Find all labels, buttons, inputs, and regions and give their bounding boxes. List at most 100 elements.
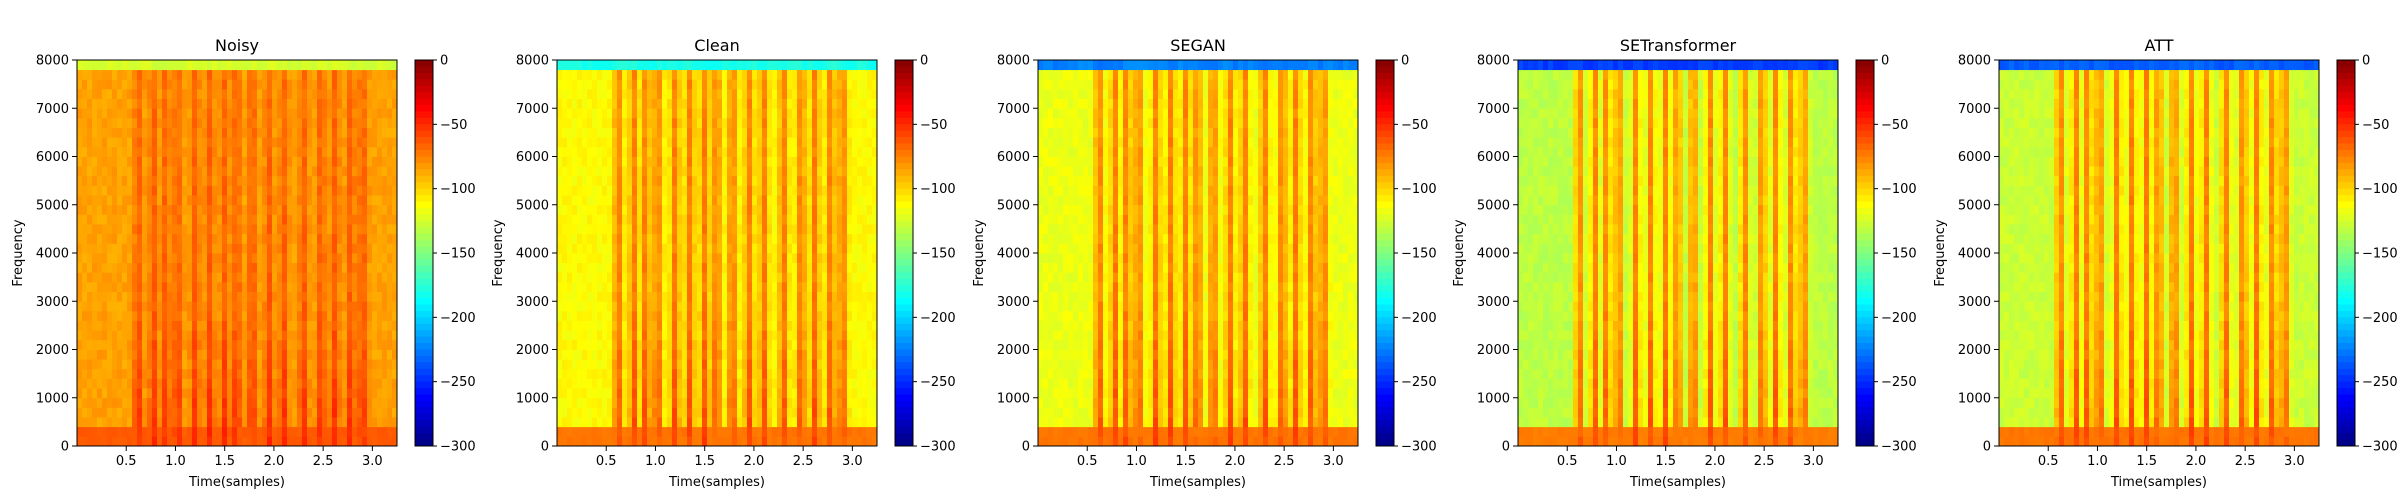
spectrogram-cell (632, 137, 637, 147)
spectrogram-cell (342, 417, 347, 427)
spectrogram-cell (682, 79, 687, 89)
spectrogram-cell (687, 108, 692, 118)
spectrogram-cell (132, 118, 137, 128)
spectrogram-cell (312, 282, 317, 292)
spectrogram-cell (682, 378, 687, 388)
spectrogram-cell (632, 330, 637, 340)
spectrogram-cell (377, 234, 382, 244)
spectrogram-cell (162, 224, 167, 234)
spectrogram-cell (592, 243, 597, 253)
spectrogram-cell (82, 253, 87, 263)
spectrogram-cell (172, 185, 177, 195)
spectrogram-cell (737, 301, 742, 311)
spectrogram-cell (197, 234, 202, 244)
spectrogram-cell (182, 108, 187, 118)
spectrogram-cell (762, 398, 767, 408)
spectrogram-cell (332, 350, 337, 360)
spectrogram-cell (687, 436, 692, 446)
spectrogram-cell (702, 427, 707, 437)
spectrogram-cell (677, 398, 682, 408)
spectrogram-cell (717, 378, 722, 388)
spectrogram-cell (197, 157, 202, 167)
spectrogram-cell (142, 263, 147, 273)
spectrogram-cell (802, 369, 807, 379)
spectrogram-cell (92, 282, 97, 292)
spectrogram-cell (732, 166, 737, 176)
spectrogram-cell (782, 79, 787, 89)
spectrogram-cell (652, 436, 657, 446)
spectrogram-cell (837, 214, 842, 224)
spectrogram-cell (557, 369, 562, 379)
spectrogram-cell (842, 137, 847, 147)
spectrogram-cell (617, 185, 622, 195)
spectrogram-cell (227, 128, 232, 138)
spectrogram-cell (637, 128, 642, 138)
spectrogram-cell (247, 205, 252, 215)
colorbar-segment (415, 163, 433, 170)
spectrogram-cell (757, 185, 762, 195)
spectrogram-cell (317, 147, 322, 157)
spectrogram-cell (597, 253, 602, 263)
spectrogram-cell (782, 157, 787, 167)
spectrogram-cell (822, 436, 827, 446)
spectrogram-cell (307, 340, 312, 350)
spectrogram-cell (232, 89, 237, 99)
spectrogram-cell (77, 398, 82, 408)
spectrogram-cell (617, 157, 622, 167)
spectrogram-cell (612, 70, 617, 80)
spectrogram-cell (787, 99, 792, 109)
spectrogram-cell (262, 79, 267, 89)
spectrogram-cell (357, 350, 362, 360)
spectrogram-cell (807, 176, 812, 186)
y-tick-label: 8000 (36, 54, 69, 69)
spectrogram-cell (712, 176, 717, 186)
spectrogram-cell (117, 214, 122, 224)
spectrogram-cell (187, 359, 192, 369)
spectrogram-cell (297, 108, 302, 118)
spectrogram-cell (312, 369, 317, 379)
spectrogram-cell (717, 417, 722, 427)
spectrogram-cell (687, 340, 692, 350)
spectrogram-cell (612, 253, 617, 263)
spectrogram-cell (812, 157, 817, 167)
spectrogram-cell (562, 60, 567, 70)
spectrogram-cell (682, 398, 687, 408)
spectrogram-cell (287, 70, 292, 80)
spectrogram-cell (272, 176, 277, 186)
spectrogram-cell (132, 128, 137, 138)
spectrogram-cell (377, 388, 382, 398)
spectrogram-cell (202, 176, 207, 186)
spectrogram-cell (107, 311, 112, 321)
spectrogram-cell (562, 79, 567, 89)
spectrogram-cell (212, 282, 217, 292)
spectrogram-cell (192, 108, 197, 118)
spectrogram-cell (332, 369, 337, 379)
spectrogram-cell (567, 60, 572, 70)
spectrogram-cell (337, 205, 342, 215)
spectrogram-cell (372, 311, 377, 321)
spectrogram-cell (842, 253, 847, 263)
spectrogram-cell (697, 340, 702, 350)
spectrogram-cell (337, 99, 342, 109)
spectrogram-cell (187, 79, 192, 89)
spectrogram-cell (817, 99, 822, 109)
spectrogram-cell (772, 243, 777, 253)
spectrogram-cell (227, 263, 232, 273)
spectrogram-cell (137, 407, 142, 417)
spectrogram-cell (822, 398, 827, 408)
spectrogram-cell (142, 388, 147, 398)
spectrogram-cell (692, 292, 697, 302)
spectrogram-cell (672, 137, 677, 147)
spectrogram-cell (117, 205, 122, 215)
spectrogram-cell (782, 118, 787, 128)
spectrogram-cell (97, 301, 102, 311)
spectrogram-cell (567, 157, 572, 167)
spectrogram-cell (97, 388, 102, 398)
spectrogram-cell (772, 195, 777, 205)
spectrogram-cell (337, 195, 342, 205)
spectrogram-cell (182, 128, 187, 138)
spectrogram-cell (782, 137, 787, 147)
spectrogram-cell (737, 205, 742, 215)
spectrogram-cell (747, 407, 752, 417)
spectrogram-cell (262, 147, 267, 157)
